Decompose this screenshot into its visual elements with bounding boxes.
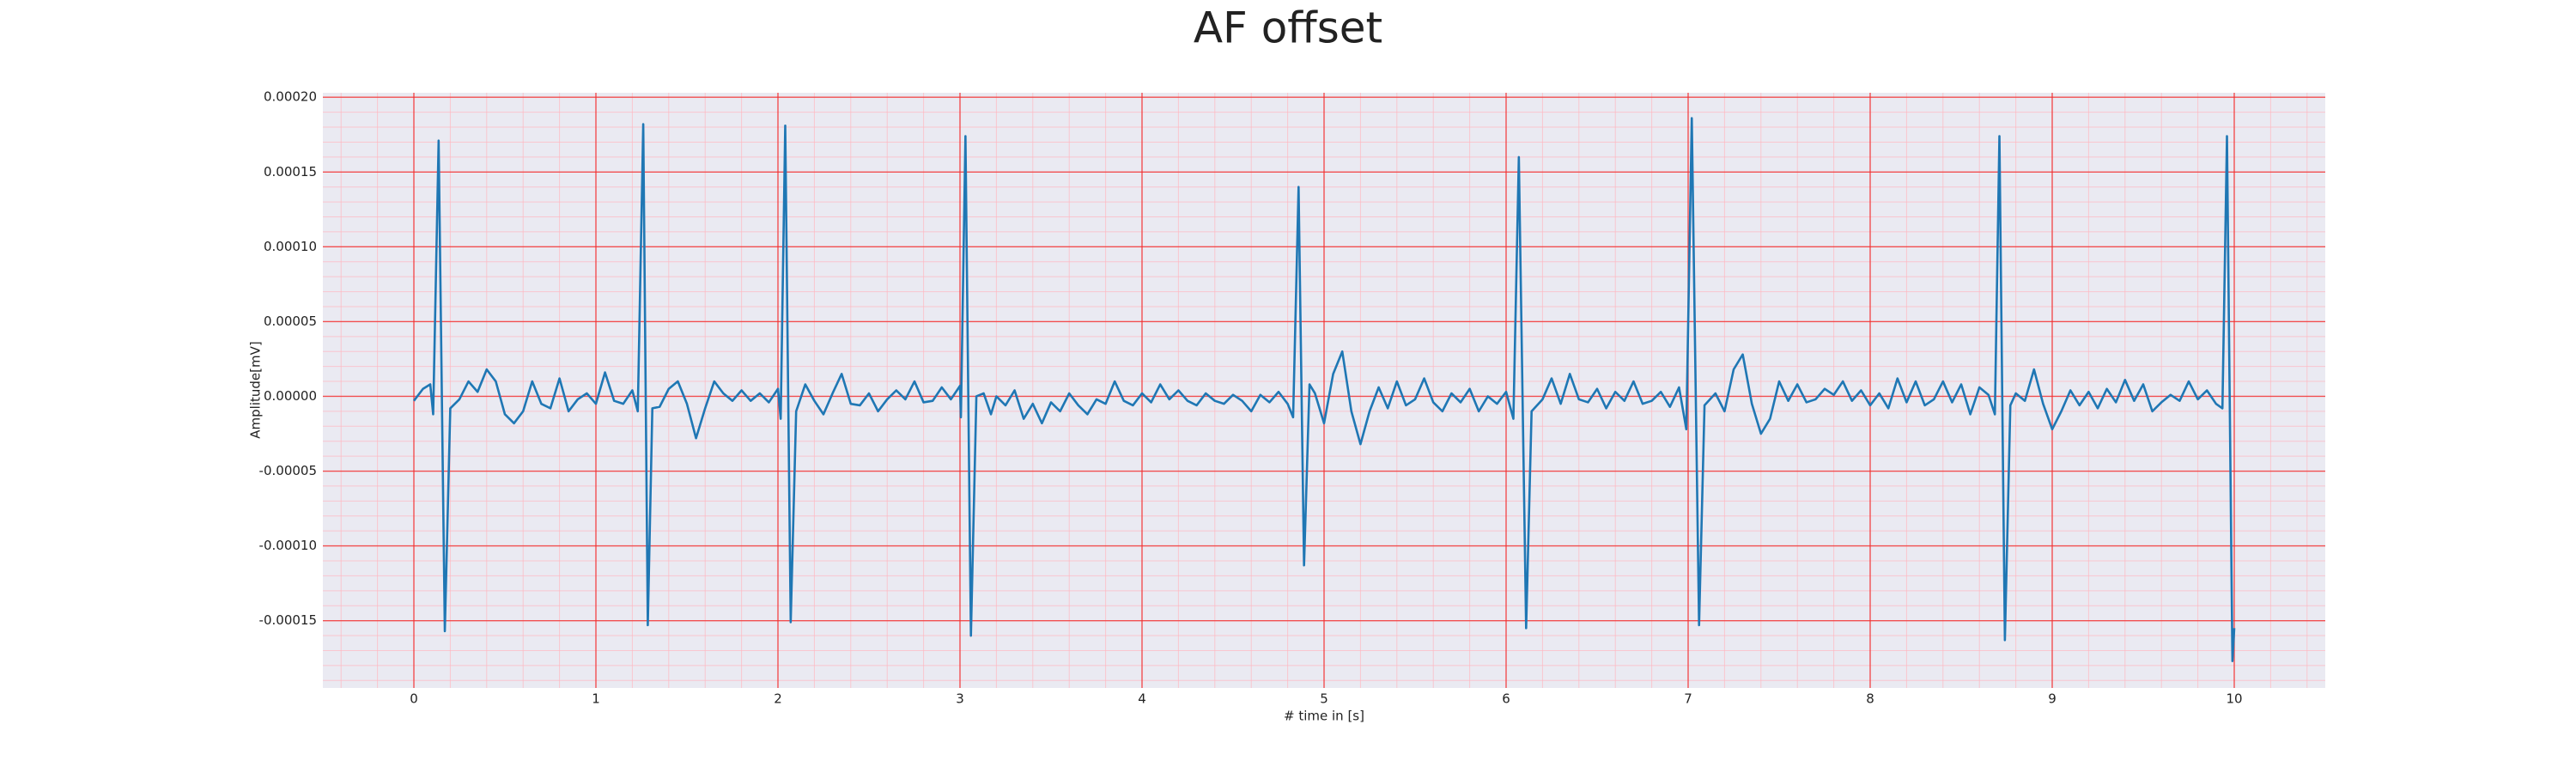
x-tick-label: 0 bbox=[410, 691, 418, 707]
y-tick-label: -0.00010 bbox=[259, 538, 317, 553]
y-axis-label: Amplitude[mV] bbox=[248, 341, 264, 438]
x-tick-label: 9 bbox=[2048, 691, 2057, 707]
y-tick-label: 0.00010 bbox=[264, 239, 317, 254]
x-tick-label: 7 bbox=[1684, 691, 1692, 707]
y-tick-label: -0.00005 bbox=[259, 463, 317, 478]
x-tick-label: 8 bbox=[1866, 691, 1874, 707]
x-tick-label: 3 bbox=[956, 691, 964, 707]
x-axis-label: # time in [s] bbox=[1284, 709, 1364, 724]
x-tick-label: 5 bbox=[1320, 691, 1328, 707]
signal-line bbox=[412, 117, 2236, 662]
y-tick-label: 0.00005 bbox=[264, 313, 317, 329]
y-tick-label: 0.00015 bbox=[264, 164, 317, 180]
x-tick-label: 1 bbox=[592, 691, 600, 707]
y-tick-label: 0.00020 bbox=[264, 89, 317, 105]
y-tick-label: -0.00015 bbox=[259, 612, 317, 628]
x-tick-label: 2 bbox=[774, 691, 782, 707]
y-tick-label: 0.00000 bbox=[264, 388, 317, 404]
chart-title: AF offset bbox=[1194, 3, 1382, 53]
x-tick-label: 6 bbox=[1502, 691, 1510, 707]
major-grid bbox=[323, 93, 2325, 688]
x-tick-label: 4 bbox=[1138, 691, 1146, 707]
x-tick-label: 10 bbox=[2226, 691, 2242, 707]
